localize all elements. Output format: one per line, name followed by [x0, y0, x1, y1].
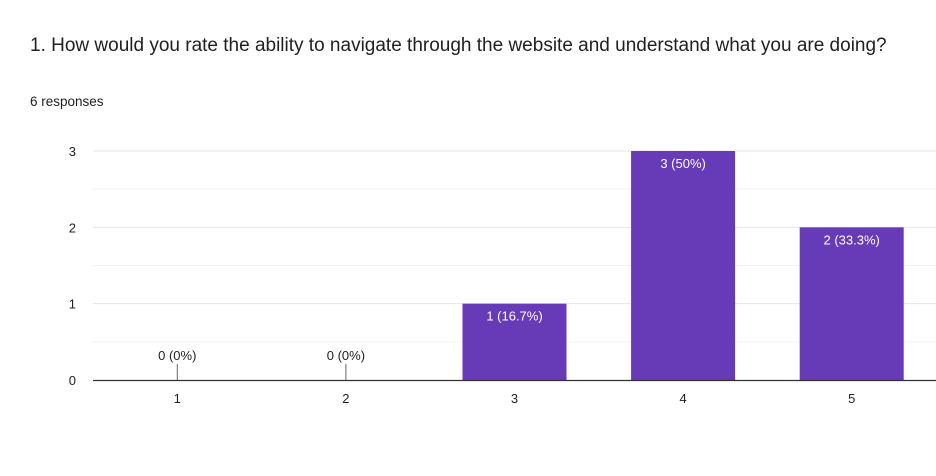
labels: 0 1 2 3 0 (0%) 1 0 (0%) 2 1 (16.7%) 3 3 (50%) 4 2 (3…	[69, 144, 880, 406]
x-tick-label: 1	[174, 391, 181, 406]
data-label: 2 (33.3%)	[824, 232, 880, 247]
axes	[93, 364, 936, 382]
x-tick-label: 3	[511, 391, 518, 406]
response-count: 6 responses	[30, 94, 104, 109]
bar	[631, 151, 736, 380]
y-tick-label: 3	[69, 144, 76, 159]
x-tick-label: 2	[342, 391, 349, 406]
y-tick-label: 2	[69, 220, 76, 235]
bar	[799, 227, 904, 380]
data-label: 1 (16.7%)	[486, 309, 542, 324]
y-tick-label: 1	[69, 297, 76, 312]
bars	[462, 151, 904, 380]
x-tick-label: 5	[848, 391, 855, 406]
x-tick-label: 4	[679, 391, 686, 406]
y-tick-label: 0	[69, 373, 76, 388]
data-label: 0 (0%)	[327, 348, 365, 363]
question-title: 1. How would you rate the ability to nav…	[30, 35, 887, 56]
bar	[462, 303, 567, 380]
data-label: 3 (50%)	[660, 156, 706, 171]
data-label: 0 (0%)	[158, 348, 196, 363]
